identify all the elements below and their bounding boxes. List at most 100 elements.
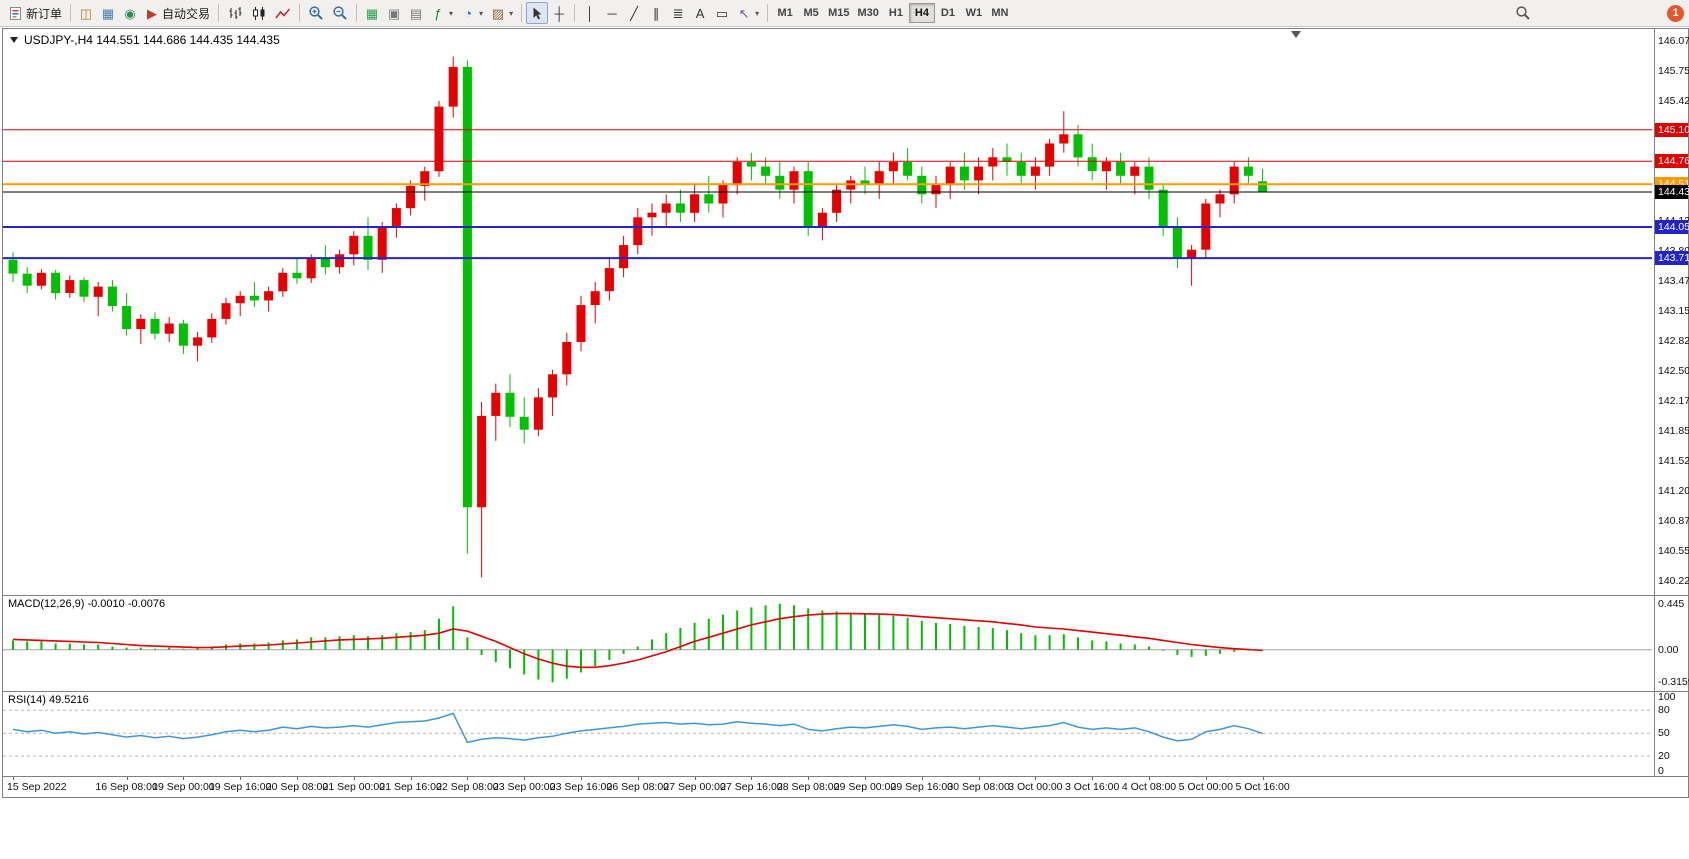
autotrading-button-label: 自动交易 (162, 6, 211, 21)
macd-panel: 0.445 0.00 -0.3159 MACD(12,26,9) -0.0010 -… (3, 595, 1689, 691)
macd-scale-label: 0.445 (1658, 597, 1685, 610)
crosshair-icon: ┼ (554, 5, 564, 21)
text-label-button[interactable]: ▭ (711, 2, 733, 24)
price-tick: 141.850 (1658, 424, 1689, 437)
rsi-panel: 100 80 50 20 0 RSI(14) 49.5216 (3, 691, 1688, 778)
rsi-scale-label: 20 (1658, 750, 1670, 763)
time-tick (1035, 777, 1037, 780)
price-chart-plot[interactable] (3, 29, 1652, 595)
toolbar-right: 1 (1511, 2, 1684, 24)
caret-down-icon: ▾ (449, 8, 454, 18)
timeframe-w1[interactable]: W1 (961, 3, 987, 23)
candlestick-icon (251, 6, 267, 21)
timeframe-m1[interactable]: M1 (772, 3, 798, 23)
zoom-out-icon (332, 5, 348, 21)
timeframe-m30[interactable]: M30 (854, 3, 883, 23)
time-tick (1262, 777, 1264, 780)
zoom-in-button[interactable] (304, 2, 328, 24)
rsi-scale-label: 0 (1658, 765, 1664, 778)
refresh-button[interactable]: ◉ (119, 2, 141, 24)
profiles-icon: ▦ (101, 5, 115, 21)
candles-series (8, 56, 1268, 578)
fibonacci-button[interactable]: ≣ (667, 2, 689, 24)
zoom-out-button[interactable] (328, 2, 352, 24)
vertical-line-button[interactable]: │ (579, 2, 601, 24)
templates-button[interactable]: ▨ ▾ (487, 2, 517, 24)
time-label: 4 Oct 08:00 (1121, 781, 1177, 793)
rsi-scale[interactable]: 100 80 50 20 0 (1654, 691, 1688, 778)
arrange-windows-button[interactable]: ▤ (405, 2, 427, 24)
new-chart-button[interactable]: ◫ (75, 2, 97, 24)
text-button[interactable]: A (689, 2, 711, 24)
cascade-windows-button[interactable]: ▣ (383, 2, 405, 24)
time-axis[interactable]: 15 Sep 2022 16 Sep 08:00 19 Sep 00:00 19 Se… (3, 776, 1688, 797)
chart-title: USDJPY-,H4 144.551 144.686 144.435 144.4… (24, 33, 280, 47)
time-tick (1149, 777, 1150, 780)
toolbar-separator (574, 4, 576, 22)
arrows-button[interactable]: ↖ ▾ (733, 2, 763, 24)
caret-down-icon: ▾ (755, 8, 760, 18)
toolbar-separator (299, 4, 301, 22)
horizontal-lines (3, 129, 1652, 260)
tile-windows-button[interactable]: ▦ (361, 2, 383, 24)
timeframe-m15[interactable]: M15 (824, 3, 853, 23)
price-tick: 141.525 (1658, 454, 1689, 467)
time-tick (410, 777, 412, 780)
channel-icon: ∥ (652, 5, 660, 21)
macd-scale[interactable]: 0.445 0.00 -0.3159 (1654, 596, 1689, 691)
toolbar-buttons: 新订单 ◫ ▦ ◉ ▶ 自动交易 ▦ ▣ ▤ ƒ ▾ ◔ ▾ ▨ ▾ ┼ │ ─ ╱ ∥ ≣ A ▭ ↖ ▾ (5, 2, 772, 24)
time-tick (978, 777, 980, 780)
chart-window: 146.075145.750145.425145.100144.775144.4… (2, 28, 1689, 798)
cursor-button[interactable] (526, 2, 549, 24)
time-label: 5 Oct 00:00 (1178, 781, 1233, 793)
time-label: 19 Sep 00:00 (152, 781, 215, 793)
timeframe-h4[interactable]: H4 (908, 3, 935, 23)
timeframe-mn[interactable]: MN (987, 3, 1013, 23)
price-tick: 145.425 (1658, 94, 1689, 107)
time-label: 21 Sep 00:00 (322, 781, 386, 793)
price-scale[interactable]: 146.075145.750145.425145.100144.775144.4… (1654, 29, 1689, 595)
trendline-button[interactable]: ╱ (623, 2, 645, 24)
profiles-button[interactable]: ▦ (97, 2, 119, 24)
macd-plot[interactable] (3, 596, 1652, 691)
price-badge: 145.108 (1655, 122, 1689, 137)
notification-badge[interactable]: 1 (1667, 4, 1684, 22)
template-icon: ▨ (491, 5, 505, 21)
caret-down-icon: ▾ (479, 8, 484, 18)
crosshair-button[interactable]: ┼ (548, 2, 570, 24)
horizontal-line-icon: ─ (607, 5, 617, 21)
search-button[interactable] (1511, 2, 1535, 24)
time-tick (865, 777, 866, 780)
zoom-in-icon (308, 5, 324, 21)
candlestick-chart-button[interactable] (247, 2, 271, 24)
price-badge: 144.435 (1655, 185, 1689, 199)
periods-button[interactable]: ◔ ▾ (457, 2, 487, 24)
horizontal-line-button[interactable]: ─ (601, 2, 623, 24)
channel-button[interactable]: ∥ (645, 2, 667, 24)
autotrading-button[interactable]: ▶ 自动交易 (141, 2, 214, 24)
timeframe-h1[interactable]: H1 (883, 3, 909, 23)
macd-signal-line (12, 612, 1263, 669)
price-tick: 143.475 (1658, 274, 1689, 287)
rsi-plot[interactable] (3, 692, 1652, 776)
macd-histogram (12, 603, 1264, 683)
caret-down-icon: ▾ (509, 8, 514, 18)
rsi-level-lines (3, 709, 1652, 757)
bar-chart-button[interactable] (223, 2, 247, 24)
one-click-trading-toggle-icon[interactable] (10, 37, 18, 43)
price-tick: 145.750 (1658, 64, 1689, 77)
timeframe-m5[interactable]: M5 (798, 3, 824, 23)
main-toolbar: 新订单 ◫ ▦ ◉ ▶ 自动交易 ▦ ▣ ▤ ƒ ▾ ◔ ▾ ▨ ▾ ┼ │ ─ ╱ ∥ ≣ A ▭ ↖ ▾ M1 M5 M15 M3… (0, 0, 1689, 27)
time-label: 20 Sep 08:00 (265, 781, 329, 793)
timeframe-d1[interactable]: D1 (935, 3, 961, 23)
toolbar-separator (218, 4, 220, 22)
timeframe-toolbar: M1 M5 M15 M30 H1 H4 D1 W1 MN (772, 3, 1013, 23)
search-icon (1515, 5, 1531, 21)
time-tick (524, 777, 526, 780)
indicators-button[interactable]: ƒ ▾ (427, 2, 457, 24)
time-label: 19 Sep 16:00 (208, 781, 272, 793)
line-chart-button[interactable] (271, 2, 295, 24)
time-tick (126, 777, 128, 780)
new-order-button[interactable]: 新订单 (5, 2, 66, 24)
time-tick (581, 777, 582, 780)
